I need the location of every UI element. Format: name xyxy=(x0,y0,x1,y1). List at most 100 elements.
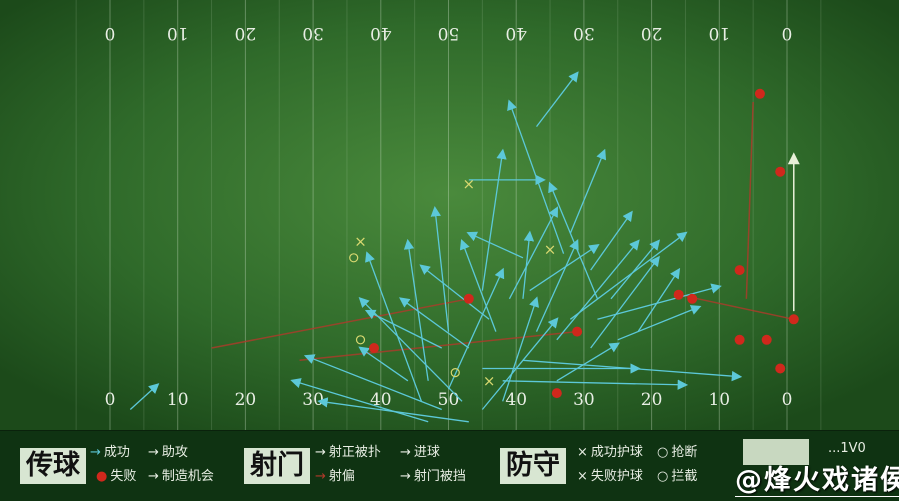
pass-arrow xyxy=(590,210,633,271)
tackle-o-mark xyxy=(355,335,366,345)
pass-arrow xyxy=(556,342,620,382)
pass-arrow xyxy=(502,296,540,402)
bottom-tick-label: 10 xyxy=(167,390,189,410)
shot-off-line xyxy=(745,101,754,299)
legend-tackle-ok: 成功护球 xyxy=(590,445,643,460)
pass-arrow xyxy=(569,231,688,320)
pass-arrow xyxy=(522,359,743,382)
legend-shot-saved: 射正被扑 xyxy=(328,445,381,460)
fail-dot xyxy=(463,293,474,304)
goal-arrow-icon: → xyxy=(400,445,411,460)
legend-o2: 拦截 xyxy=(671,469,698,484)
pass-arrow xyxy=(399,297,470,349)
pass-arrow xyxy=(317,397,469,423)
legend-pass-title: 传球 xyxy=(20,448,86,484)
legend-pass-fail: 失败 xyxy=(110,469,137,484)
pass-arrow xyxy=(358,346,409,382)
x-mark-icon: × xyxy=(577,445,588,460)
bottom-tick-label: 40 xyxy=(505,390,527,410)
bottom-tick-label: 30 xyxy=(573,390,595,410)
circle-mark-icon: ○ xyxy=(657,469,669,484)
circle-mark-icon: ○ xyxy=(657,445,669,460)
legend-shot-blocked: 射门被挡 xyxy=(413,469,466,484)
top-tick-label: 20 xyxy=(235,23,257,43)
pass-arrow xyxy=(617,305,702,341)
off-arrow-icon: → xyxy=(315,469,326,484)
tackle-x-mark: × xyxy=(463,175,476,193)
pass-arrow xyxy=(481,148,507,291)
fail-dot xyxy=(551,388,562,399)
pass-success-arrow-icon: → xyxy=(90,445,101,460)
pass-arrow xyxy=(290,378,429,423)
fail-dot xyxy=(687,293,698,304)
pass-arrow xyxy=(508,206,559,300)
bottom-tick-label: 30 xyxy=(302,390,324,410)
legend-assist: 助攻 xyxy=(161,445,188,460)
logo-image xyxy=(743,439,809,465)
x-mark-icon: × xyxy=(577,469,588,484)
bottom-tick-label: 10 xyxy=(708,390,730,410)
pass-arrow xyxy=(303,354,442,411)
legend: 传球 → 成功 → 助攻 ● 失败 → 制造机会 射门 → 射正被扑 → 进球 → 射偏 → 射… xyxy=(0,430,899,501)
bottom-tick-label: 20 xyxy=(235,390,257,410)
pass-arrow xyxy=(419,264,490,320)
saved-arrow-icon: → xyxy=(315,445,326,460)
fail-dot xyxy=(775,363,786,374)
fail-dot-icon: ● xyxy=(96,469,108,484)
pass-arrow xyxy=(637,267,681,332)
pass-arrow xyxy=(590,255,660,349)
bottom-tick-label: 40 xyxy=(370,390,392,410)
legend-tackle-fail: 失败护球 xyxy=(590,469,643,484)
top-tick-label: 40 xyxy=(370,23,392,43)
pass-arrow xyxy=(481,317,559,410)
bottom-tick-label: 0 xyxy=(782,390,793,410)
legend-defense-title: 防守 xyxy=(500,448,566,484)
pass-arrow xyxy=(535,71,579,127)
top-tick-label: 10 xyxy=(708,23,730,43)
pass-arrow xyxy=(502,379,689,390)
fail-dot xyxy=(761,334,772,345)
top-tick-label: 10 xyxy=(167,23,189,43)
pass-arrow xyxy=(364,309,443,349)
pass-arrow xyxy=(459,238,497,332)
chance-arrow-icon: → xyxy=(148,469,159,484)
legend-shot-title: 射门 xyxy=(244,448,310,484)
pass-arrow xyxy=(556,239,640,341)
fail-dot xyxy=(673,289,684,300)
pitch-chart: 0 10 20 30 40 50 40 30 20 10 0 0 10 20 30 40 50 40 30 20 10 0… xyxy=(0,0,899,430)
tackle-x-mark: × xyxy=(483,372,496,390)
shot-off-line xyxy=(678,293,794,321)
bottom-tick-label: 0 xyxy=(105,390,116,410)
fail-dot xyxy=(734,334,745,345)
shot-off-line xyxy=(211,298,469,349)
blocked-arrow-icon: → xyxy=(400,469,411,484)
fail-dot xyxy=(572,326,583,337)
pass-arrow xyxy=(466,231,524,259)
legend-o1: 抢断 xyxy=(671,445,698,460)
top-tick-label: 30 xyxy=(573,23,595,43)
fail-dot xyxy=(734,265,745,276)
pass-arrow xyxy=(529,244,600,292)
top-tick-label: 0 xyxy=(782,23,793,43)
pass-arrow xyxy=(610,239,661,300)
fail-dot xyxy=(788,314,799,325)
fail-dot xyxy=(369,343,380,353)
legend-pass-success: 成功 xyxy=(103,445,130,460)
bottom-tick-label: 20 xyxy=(641,390,663,410)
pass-arrow xyxy=(365,251,423,402)
legend-shot-off: 射偏 xyxy=(328,469,355,484)
top-tick-label: 20 xyxy=(641,23,663,43)
fail-dot xyxy=(775,166,786,177)
pass-arrow xyxy=(597,283,722,320)
tackle-o-mark xyxy=(349,253,359,263)
pass-arrow xyxy=(129,383,160,410)
bottom-tick-label: 50 xyxy=(438,390,460,410)
watermark: @烽火戏诸侯 xyxy=(735,466,899,497)
top-tick-label: 0 xyxy=(105,23,116,43)
pitch-background xyxy=(0,0,899,430)
top-tick-label: 30 xyxy=(302,23,324,43)
tackle-o-mark xyxy=(450,368,460,378)
tackle-x-mark: × xyxy=(544,241,557,259)
assist-arrow-icon: → xyxy=(148,445,159,460)
tackle-x-mark: × xyxy=(354,232,367,250)
